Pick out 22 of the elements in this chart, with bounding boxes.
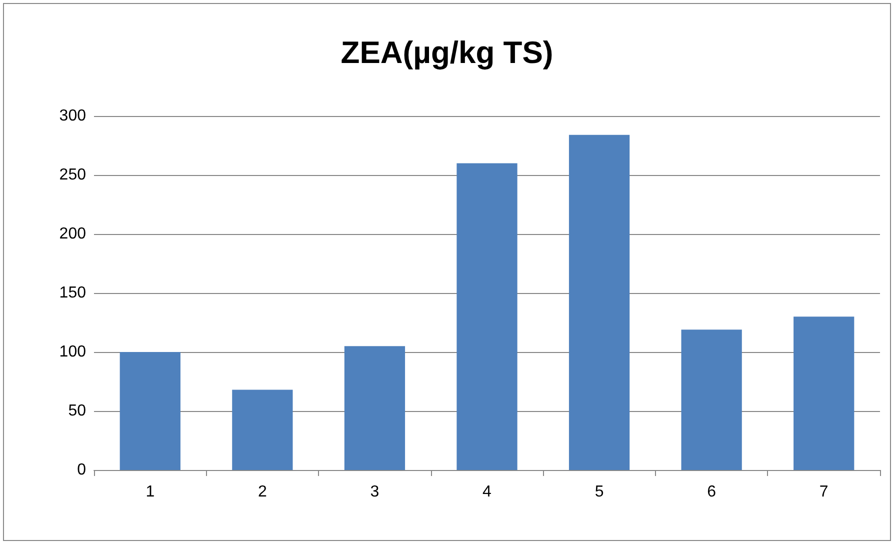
x-tick-label: 3 (370, 484, 380, 500)
bar (232, 390, 293, 470)
y-tick-label: 200 (59, 226, 86, 242)
x-tick-label: 5 (594, 484, 604, 500)
y-tick-label: 100 (59, 344, 86, 360)
x-tick-label: 7 (819, 484, 828, 500)
bar (681, 330, 742, 470)
bar (344, 346, 406, 470)
y-tick-label: 150 (59, 284, 86, 302)
bar (120, 352, 180, 470)
bar (794, 316, 854, 470)
x-tick-label: 1 (146, 484, 155, 500)
x-tick-label: 2 (258, 484, 267, 500)
x-tick-label: 4 (482, 484, 492, 500)
y-tick-label: 50 (68, 402, 86, 420)
bar (568, 134, 630, 470)
y-tick-label: 0 (77, 462, 86, 478)
bar (456, 163, 518, 470)
chart-title: ZEA(µg/kg TS) (340, 35, 554, 70)
y-tick-label: 250 (59, 166, 86, 184)
x-tick-label: 6 (707, 484, 716, 500)
y-tick-label: 300 (59, 108, 86, 124)
